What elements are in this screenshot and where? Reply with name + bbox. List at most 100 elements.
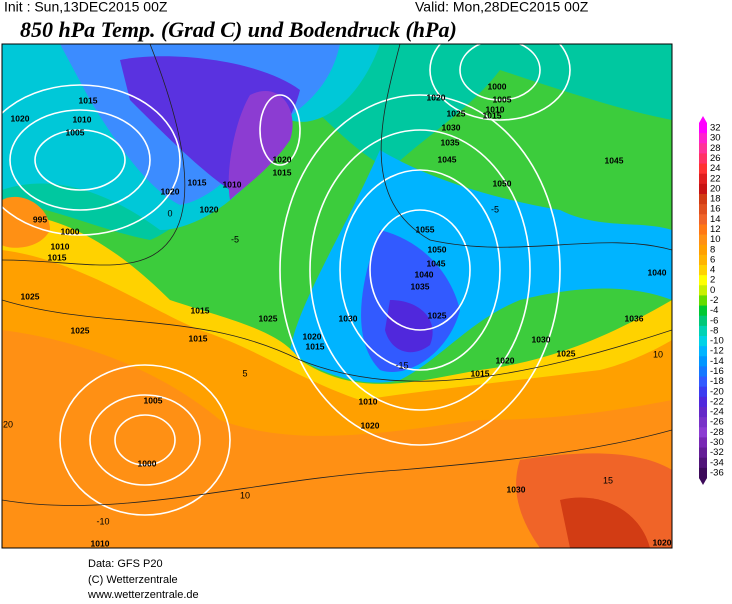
colorbar-label: -8 bbox=[710, 325, 718, 336]
colorbar-cell bbox=[699, 447, 707, 459]
pressure-label: 1045 bbox=[427, 258, 446, 268]
colorbar-label: -16 bbox=[710, 366, 724, 377]
colorbar-label: -10 bbox=[710, 336, 724, 347]
colorbar-label: -32 bbox=[710, 447, 724, 458]
pressure-label: 1000 bbox=[138, 458, 157, 468]
colorbar-cell bbox=[699, 204, 707, 215]
init-time: Init : Sun,13DEC2015 00Z bbox=[4, 0, 168, 15]
colorbar-label: -28 bbox=[710, 427, 724, 438]
colorbar-label: -18 bbox=[710, 376, 724, 387]
colorbar-cell bbox=[699, 396, 707, 408]
pressure-label: 1000 bbox=[488, 81, 507, 91]
colorbar-label: 6 bbox=[710, 254, 715, 265]
pressure-label: 1015 bbox=[471, 368, 490, 378]
pressure-label: 1040 bbox=[415, 269, 434, 279]
pressure-label: 1036 bbox=[625, 313, 644, 323]
colorbar-label: -2 bbox=[710, 295, 718, 306]
colorbar-cell bbox=[699, 467, 707, 479]
colorbar-cell bbox=[699, 295, 707, 307]
temperature-label: 10 bbox=[653, 349, 663, 359]
colorbar-label: 22 bbox=[710, 173, 721, 184]
colorbar-cell bbox=[699, 234, 707, 246]
colorbar-label: -6 bbox=[710, 315, 718, 326]
pressure-label: 1020 bbox=[303, 331, 322, 341]
pressure-label: 1050 bbox=[493, 178, 512, 188]
colorbar-cell bbox=[699, 224, 707, 236]
temperature-label: -15 bbox=[395, 360, 408, 370]
pressure-label: 1030 bbox=[507, 484, 526, 494]
colorbar-label: 32 bbox=[710, 123, 721, 134]
pressure-label: 1030 bbox=[339, 313, 358, 323]
colorbar-label: 28 bbox=[710, 143, 721, 154]
pressure-label: 1020 bbox=[361, 420, 380, 430]
footer-url: www.wetterzentrale.de bbox=[87, 589, 199, 599]
temperature-label: -5 bbox=[491, 204, 499, 214]
temperature-label: -10 bbox=[96, 516, 109, 526]
valid-time: Valid: Mon,28DEC2015 00Z bbox=[415, 0, 589, 15]
pressure-label: 1020 bbox=[653, 537, 672, 547]
colorbar-cell bbox=[699, 163, 707, 175]
pressure-label: 1005 bbox=[493, 94, 512, 104]
pressure-label: 995 bbox=[33, 214, 47, 224]
pressure-label: 1025 bbox=[259, 313, 278, 323]
pressure-label: 1035 bbox=[441, 137, 460, 147]
temperature-label: 20 bbox=[3, 419, 13, 429]
colorbar-label: 30 bbox=[710, 133, 721, 144]
pressure-label: 1035 bbox=[411, 281, 430, 291]
pressure-label: 1025 bbox=[447, 108, 466, 118]
pressure-label: 1025 bbox=[428, 310, 447, 320]
temperature-label: 10 bbox=[240, 490, 250, 500]
map-frame bbox=[1, 43, 673, 549]
temperature-label: 15 bbox=[603, 475, 613, 485]
pressure-label: 1015 bbox=[48, 252, 67, 262]
colorbar-label: -12 bbox=[710, 346, 724, 357]
colorbar-label: 14 bbox=[710, 214, 721, 225]
pressure-label: 1010 bbox=[223, 179, 242, 189]
pressure-label: 1015 bbox=[483, 110, 502, 120]
pressure-label: 1015 bbox=[306, 341, 325, 351]
colorbar-cell bbox=[699, 417, 707, 428]
colorbar-cell bbox=[699, 285, 707, 296]
footer-data: Data: GFS P20 bbox=[88, 558, 163, 570]
colorbar-bottom-cap bbox=[699, 478, 707, 485]
colorbar-label: 2 bbox=[710, 275, 715, 286]
colorbar-cell bbox=[699, 356, 707, 367]
colorbar-label: 8 bbox=[710, 244, 715, 255]
pressure-label: 1020 bbox=[496, 355, 515, 365]
colorbar-label: -24 bbox=[710, 407, 724, 418]
pressure-label: 1025 bbox=[71, 325, 90, 335]
colorbar-label: -30 bbox=[710, 437, 724, 448]
pressure-label: 1010 bbox=[51, 241, 70, 251]
colorbar-cell bbox=[699, 265, 707, 276]
colorbar-label: -14 bbox=[710, 356, 724, 367]
pressure-label: 1020 bbox=[427, 92, 446, 102]
colorbar-label: -20 bbox=[710, 386, 724, 397]
pressure-label: 1030 bbox=[532, 334, 551, 344]
pressure-label: 1045 bbox=[438, 154, 457, 164]
pressure-label: 1020 bbox=[161, 186, 180, 196]
pressure-label: 1020 bbox=[273, 154, 292, 164]
colorbar-label: 0 bbox=[710, 285, 715, 296]
colorbar-cell bbox=[699, 275, 707, 286]
colorbar-cell bbox=[699, 427, 707, 438]
map-title: 850 hPa Temp. (Grad C) und Bodendruck (h… bbox=[20, 17, 457, 42]
map-field bbox=[2, 44, 672, 548]
colorbar-cell bbox=[699, 133, 707, 144]
pressure-label: 1005 bbox=[66, 127, 85, 137]
colorbar-label: -34 bbox=[710, 457, 724, 468]
temperature-label: 5 bbox=[242, 368, 247, 378]
colorbar-top-cap bbox=[699, 116, 707, 123]
pressure-label: 1025 bbox=[21, 291, 40, 301]
colorbar-cell bbox=[699, 244, 707, 256]
colorbar-label: -22 bbox=[710, 396, 724, 407]
pressure-label: 1020 bbox=[11, 113, 30, 123]
colorbar-cell bbox=[699, 173, 707, 185]
colorbar-cell bbox=[699, 143, 707, 154]
colorbar-label: 4 bbox=[710, 265, 715, 276]
pressure-label: 1015 bbox=[273, 167, 292, 177]
pressure-label: 1015 bbox=[191, 305, 210, 315]
pressure-label: 1000 bbox=[61, 226, 80, 236]
colorbar-label: 20 bbox=[710, 183, 721, 194]
colorbar-label: -26 bbox=[710, 417, 724, 428]
